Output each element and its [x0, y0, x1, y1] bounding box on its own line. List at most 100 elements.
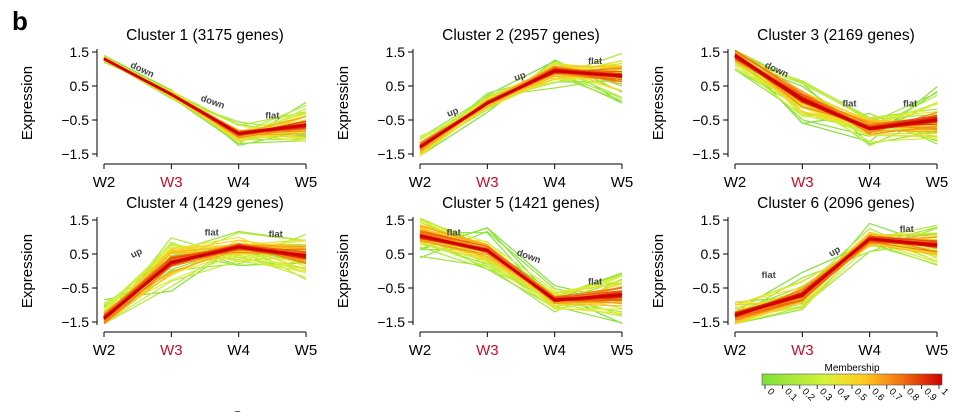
trend-annotation: up: [445, 105, 460, 119]
x-tick-label: W4: [543, 174, 566, 191]
profile-lines: [419, 52, 623, 157]
chart-title: Cluster 6 (2096 genes): [757, 195, 915, 212]
gene-profile-line: [420, 232, 623, 324]
x-tick-label: W5: [295, 342, 318, 359]
cluster-chart: Cluster 4 (1429 genes) 1.5 0.5 −0.5 −1.5 Expr…: [19, 195, 317, 359]
trend-annotation: flat: [588, 277, 603, 288]
y-tick-label: 1.5: [701, 212, 721, 228]
colorbar-tick-label: 0.3: [817, 386, 834, 403]
profile-lines: [103, 54, 307, 146]
x-tick-label: W3: [791, 342, 814, 359]
gene-profile-line: [103, 237, 307, 325]
cluster-chart: Cluster 3 (2169 genes) 1.5 0.5 −0.5 −1.5 Expr…: [650, 27, 948, 191]
trend-annotation: flat: [903, 98, 918, 109]
chart-grid: Cluster 1 (3175 genes) 1.5 0.5 −0.5 −1.5 Expr…: [19, 27, 948, 359]
x-tick-label: W4: [858, 342, 881, 359]
colorbar-ticks: 0 0.1 0.2 0.3 0.4 0.5 0.6 0.7 0.8 0.9 1: [764, 385, 951, 403]
cluster-chart: Cluster 5 (1421 genes) 1.5 0.5 −0.5 −1.5 Expr…: [335, 195, 633, 359]
x-tick-label: W3: [791, 174, 814, 191]
gene-profile-line: [734, 54, 938, 130]
chart-title: Cluster 5 (1421 genes): [442, 195, 600, 212]
y-tick-label: 0.5: [386, 246, 406, 262]
x-tick-label: W5: [926, 174, 949, 191]
colorbar-title: Membership: [824, 363, 879, 374]
cluster-chart: Cluster 1 (3175 genes) 1.5 0.5 −0.5 −1.5 Expr…: [19, 27, 317, 191]
x-tick-label: W3: [476, 342, 499, 359]
colorbar-tick-label: 0.2: [800, 386, 817, 403]
y-tick-label: −1.5: [61, 314, 89, 330]
y-axis-label: Expression: [335, 234, 352, 308]
x-tick-label: W4: [227, 174, 250, 191]
y-axis-label: Expression: [19, 66, 36, 140]
gene-profile-line: [103, 244, 307, 309]
gene-profile-line: [103, 245, 307, 320]
gene-profile-line: [734, 237, 938, 317]
y-axis-label: Expression: [650, 234, 667, 308]
y-tick-label: 0.5: [386, 78, 406, 94]
x-tick-label: W2: [409, 342, 432, 359]
y-tick-label: −1.5: [692, 314, 720, 330]
trend-annotation: flat: [900, 224, 915, 235]
fragment-letter: c: [230, 401, 244, 412]
y-tick-label: −0.5: [61, 280, 89, 296]
trend-annotation: flat: [265, 110, 280, 121]
gene-profile-line: [103, 57, 307, 135]
x-tick-label: W2: [724, 174, 747, 191]
y-tick-label: 1.5: [701, 44, 721, 60]
chart-title: Cluster 1 (3175 genes): [126, 27, 284, 44]
profile-lines: [419, 217, 623, 324]
x-tick-label: W5: [295, 174, 318, 191]
x-tick-label: W2: [724, 342, 747, 359]
colorbar-tick-label: 1: [939, 386, 951, 398]
y-axis-label: Expression: [335, 66, 352, 140]
x-tick-label: W4: [543, 342, 566, 359]
colorbar-tick-label: 0: [765, 386, 777, 398]
trend-annotation: flat: [588, 56, 603, 67]
chart-title: Cluster 3 (2169 genes): [757, 27, 915, 44]
y-tick-label: −0.5: [692, 280, 720, 296]
y-tick-label: −1.5: [61, 146, 89, 162]
y-tick-label: 0.5: [701, 78, 721, 94]
profile-lines: [103, 230, 307, 325]
trend-annotation: flat: [447, 227, 462, 238]
profile-lines: [734, 222, 938, 325]
colorbar-tick-label: 0.4: [834, 386, 851, 403]
x-tick-label: W4: [227, 342, 250, 359]
y-axis-label: Expression: [19, 234, 36, 308]
y-tick-label: −0.5: [377, 112, 405, 128]
x-tick-label: W3: [160, 174, 183, 191]
gene-profile-line: [103, 56, 307, 127]
trend-annotation: up: [827, 244, 843, 259]
y-tick-label: −0.5: [377, 280, 405, 296]
y-tick-label: 1.5: [70, 212, 90, 228]
chart-title: Cluster 4 (1429 genes): [126, 195, 284, 212]
y-axis-label: Expression: [650, 66, 667, 140]
colorbar-tick-label: 0.7: [887, 386, 904, 403]
y-tick-label: 0.5: [701, 246, 721, 262]
cluster-chart: Cluster 2 (2957 genes) 1.5 0.5 −0.5 −1.5 Expr…: [335, 27, 633, 191]
x-tick-label: W2: [93, 342, 116, 359]
y-tick-label: −1.5: [692, 146, 720, 162]
cluster-chart: Cluster 6 (2096 genes) 1.5 0.5 −0.5 −1.5 Expr…: [650, 195, 948, 359]
y-tick-label: −0.5: [692, 112, 720, 128]
colorbar-tick-label: 0.8: [904, 386, 921, 403]
membership-colorbar: Membership 0 0.1 0.2 0.3 0.4 0.5 0.6 0.7 0.8 0.9 1: [761, 363, 951, 403]
panel-letter: b: [12, 6, 28, 36]
y-tick-label: −1.5: [377, 146, 405, 162]
profile-lines: [734, 49, 938, 146]
colorbar-gradient: [761, 373, 943, 386]
trend-annotation: flat: [205, 227, 220, 238]
gene-profile-line: [419, 69, 623, 149]
colorbar-tick-label: 0.6: [869, 386, 886, 403]
gene-profile-line: [734, 224, 938, 325]
trend-annotation: up: [129, 246, 144, 261]
chart-title: Cluster 2 (2957 genes): [442, 27, 600, 44]
colorbar-tick-label: 0.1: [782, 386, 799, 403]
y-tick-label: 0.5: [70, 246, 90, 262]
trend-annotation: flat: [762, 270, 777, 281]
x-tick-label: W3: [476, 174, 499, 191]
colorbar-tick-label: 0.5: [852, 386, 869, 403]
x-tick-label: W5: [611, 342, 634, 359]
x-tick-label: W2: [409, 174, 432, 191]
